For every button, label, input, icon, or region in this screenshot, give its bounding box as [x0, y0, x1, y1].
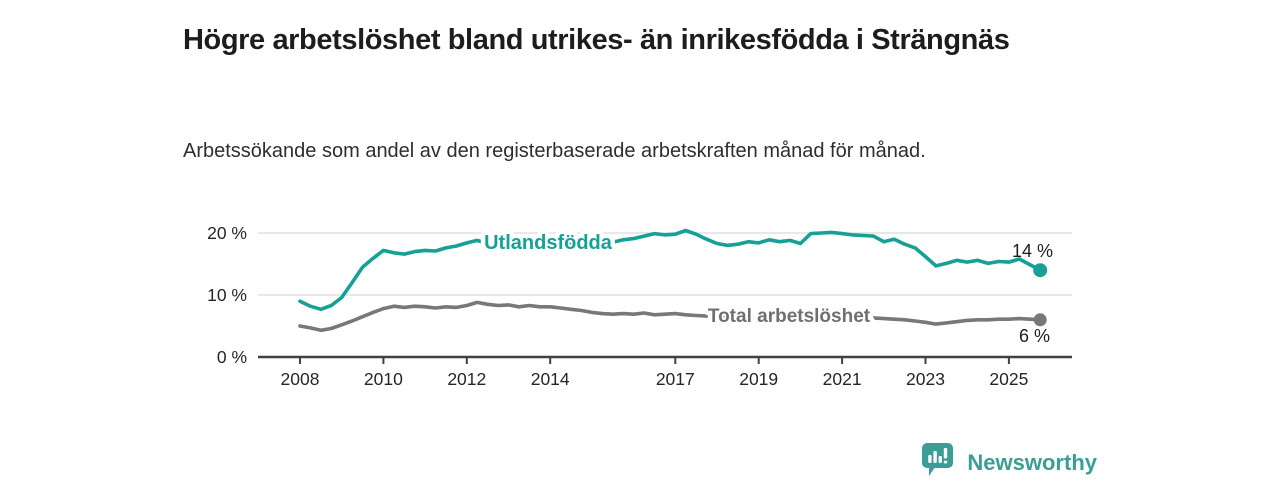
- x-tick-label-2008: 2008: [281, 369, 320, 389]
- brand-footer: Newsworthy: [921, 442, 1097, 483]
- newsworthy-logo-icon: [921, 442, 955, 483]
- chart-subtitle: Arbetssökande som andel av den registerb…: [183, 140, 926, 162]
- y-tick-label-20: 20 %: [207, 223, 247, 243]
- end-dot-0: [1033, 263, 1048, 278]
- newsworthy-logo-text: Newsworthy: [967, 449, 1097, 475]
- x-tick-label-2010: 2010: [364, 369, 403, 389]
- x-tick-label-2021: 2021: [823, 369, 862, 389]
- series-line-1: [298, 300, 1042, 333]
- end-value-label-1: 6 %: [1019, 326, 1050, 346]
- x-tick-label-2014: 2014: [531, 369, 570, 389]
- series-inline-label-0: Utlandsfödda: [484, 232, 613, 254]
- series-inline-label-1: Total arbetslöshet: [708, 306, 871, 327]
- series-line-0: [298, 228, 1042, 312]
- x-tick-label-2019: 2019: [739, 369, 778, 389]
- x-tick-label-2023: 2023: [906, 369, 945, 389]
- y-tick-label-10: 10 %: [207, 285, 247, 305]
- end-dot-1: [1033, 313, 1047, 327]
- chart-title: Högre arbetslöshet bland utrikes- än inr…: [183, 24, 1010, 57]
- x-tick-label-2017: 2017: [656, 369, 695, 389]
- y-tick-label-0: 0 %: [217, 347, 247, 367]
- end-value-label-0: 14 %: [1012, 241, 1053, 261]
- x-tick-label-2012: 2012: [447, 369, 486, 389]
- x-tick-label-2025: 2025: [989, 369, 1028, 389]
